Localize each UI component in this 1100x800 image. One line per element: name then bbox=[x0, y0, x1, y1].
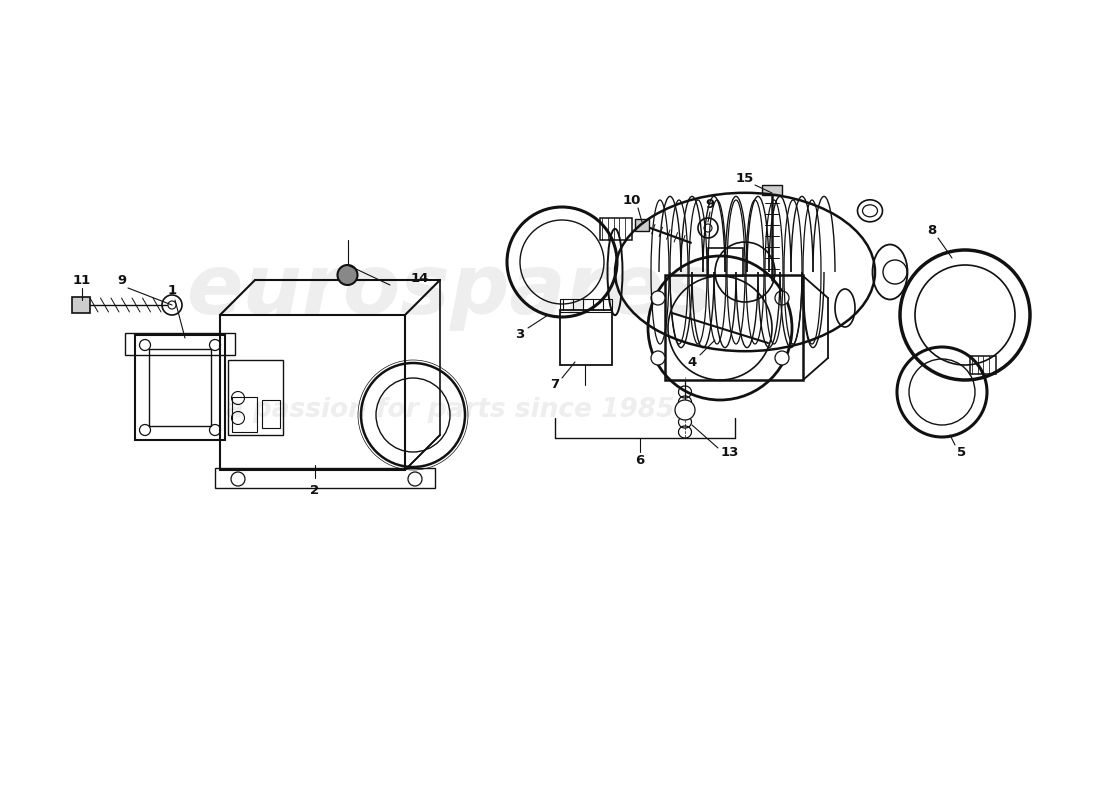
Text: 3: 3 bbox=[516, 329, 525, 342]
Bar bbox=[262, 400, 280, 428]
Circle shape bbox=[776, 291, 789, 305]
Text: eurospares: eurospares bbox=[187, 250, 714, 330]
Bar bbox=[708, 248, 742, 276]
Bar bbox=[232, 397, 257, 432]
Circle shape bbox=[776, 351, 789, 365]
Bar bbox=[228, 360, 283, 435]
Bar bbox=[762, 185, 782, 195]
Bar bbox=[72, 297, 90, 313]
Bar bbox=[220, 315, 405, 470]
Text: 4: 4 bbox=[688, 355, 696, 369]
Text: 5: 5 bbox=[957, 446, 967, 458]
Bar bbox=[560, 310, 612, 365]
Circle shape bbox=[651, 291, 666, 305]
Bar bbox=[560, 299, 612, 312]
Text: 8: 8 bbox=[927, 223, 936, 237]
Text: 1: 1 bbox=[167, 283, 177, 297]
Bar bbox=[666, 275, 803, 380]
Bar bbox=[635, 219, 649, 231]
Bar bbox=[970, 356, 996, 374]
Text: 9: 9 bbox=[705, 198, 715, 211]
Text: 7: 7 bbox=[550, 378, 560, 391]
Bar bbox=[125, 333, 235, 355]
Circle shape bbox=[338, 265, 358, 285]
Bar bbox=[600, 218, 632, 240]
Text: 10: 10 bbox=[623, 194, 641, 207]
Bar bbox=[214, 468, 434, 488]
Circle shape bbox=[675, 400, 695, 420]
Bar bbox=[135, 335, 226, 440]
Text: 11: 11 bbox=[73, 274, 91, 286]
Text: 9: 9 bbox=[118, 274, 127, 286]
Text: 15: 15 bbox=[736, 171, 755, 185]
Circle shape bbox=[651, 351, 666, 365]
Text: 14: 14 bbox=[410, 271, 429, 285]
Text: 6: 6 bbox=[636, 454, 645, 466]
Text: 2: 2 bbox=[310, 483, 320, 497]
Bar bbox=[148, 349, 211, 426]
Text: a passion for parts since 1985: a passion for parts since 1985 bbox=[226, 397, 674, 423]
Text: 13: 13 bbox=[720, 446, 739, 458]
